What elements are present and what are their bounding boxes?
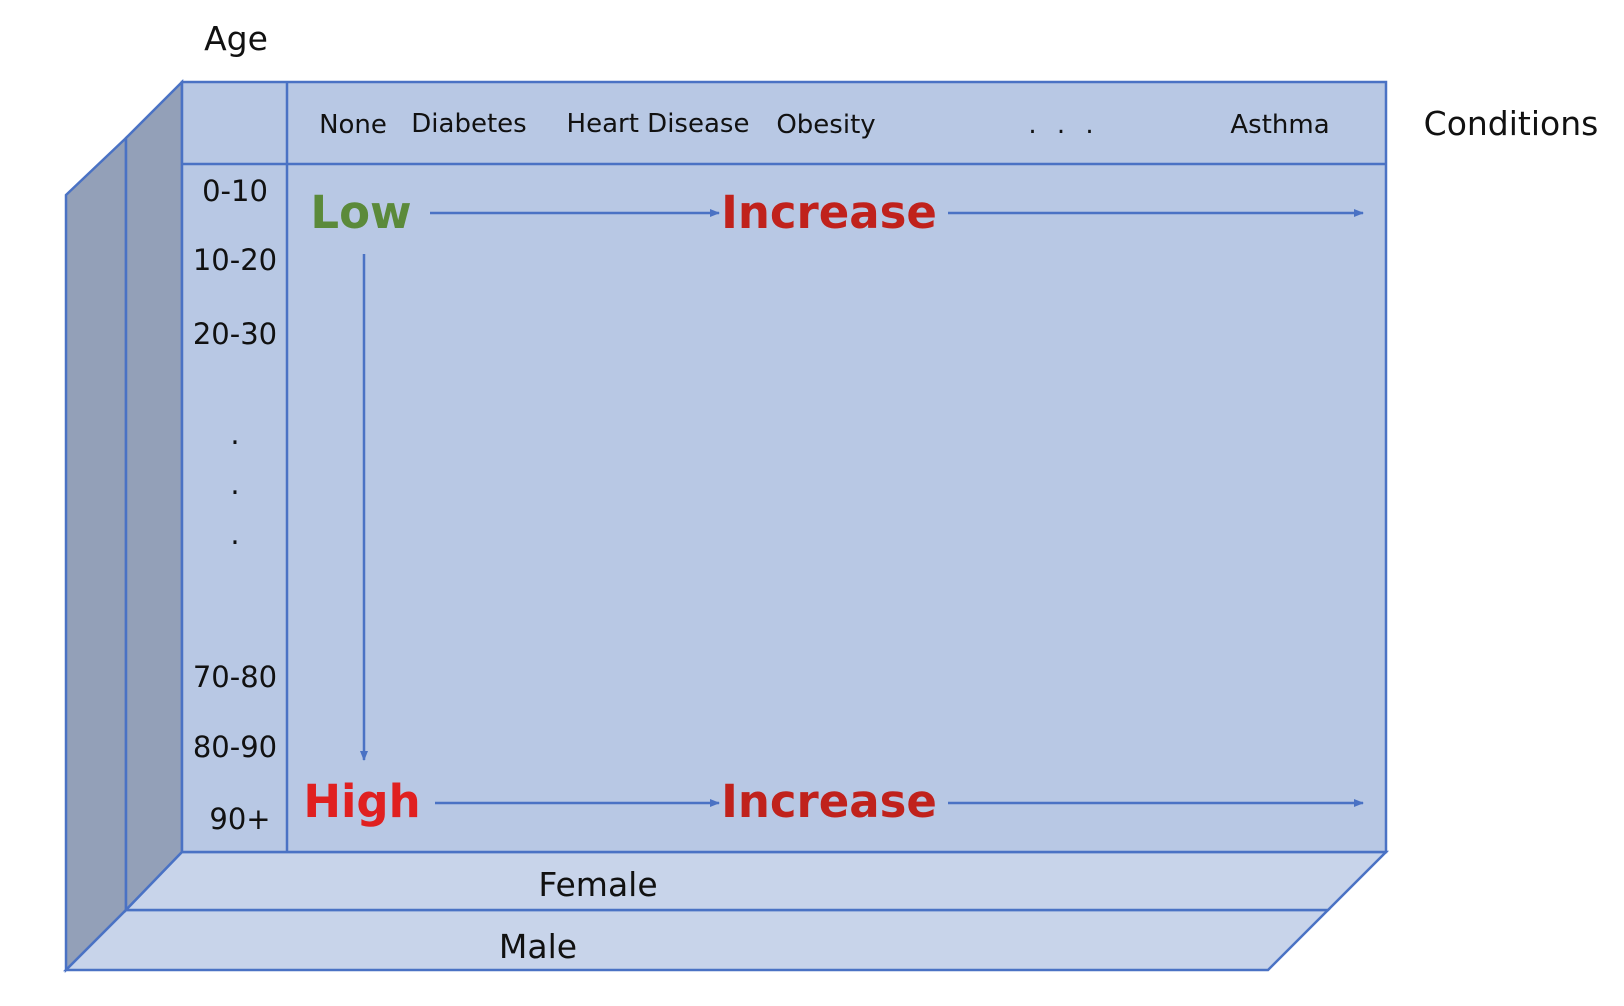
risk-increase-bottom-label: Increase — [721, 775, 937, 828]
age-group-label: 0-10 — [202, 174, 268, 208]
female-layer-side — [124, 78, 184, 914]
front-face — [180, 80, 1388, 854]
risk-high-label: High — [303, 775, 420, 828]
risk-low-label: Low — [310, 186, 411, 239]
female-layer-label: Female — [538, 865, 657, 904]
male-layer-side — [64, 135, 128, 974]
condition-ellipsis: . . . — [1028, 110, 1099, 140]
risk-increase-top-label: Increase — [721, 186, 937, 239]
age-group-label: 70-80 — [193, 660, 277, 694]
age-ellipsis-dot: . — [230, 417, 239, 451]
age-group-label: 80-90 — [193, 730, 277, 764]
condition-diabetes: Diabetes — [411, 109, 526, 139]
conditions-axis-title: Conditions — [1424, 104, 1599, 143]
age-group-label: 10-20 — [193, 243, 277, 277]
condition-heart-disease: Heart Disease — [567, 109, 750, 139]
condition-obesity: Obesity — [776, 110, 875, 140]
age-group-label: 20-30 — [193, 317, 277, 351]
male-layer-label: Male — [499, 927, 577, 966]
age-ellipsis-dot: . — [230, 517, 239, 551]
age-ellipsis-dot: . — [230, 467, 239, 501]
condition-none: None — [319, 110, 387, 140]
age-axis-title: Age — [204, 19, 268, 58]
condition-asthma: Asthma — [1230, 110, 1329, 140]
age-group-label: 90+ — [209, 802, 270, 836]
male-layer-bottom — [62, 908, 1332, 972]
female-layer-bottom — [123, 850, 1390, 912]
